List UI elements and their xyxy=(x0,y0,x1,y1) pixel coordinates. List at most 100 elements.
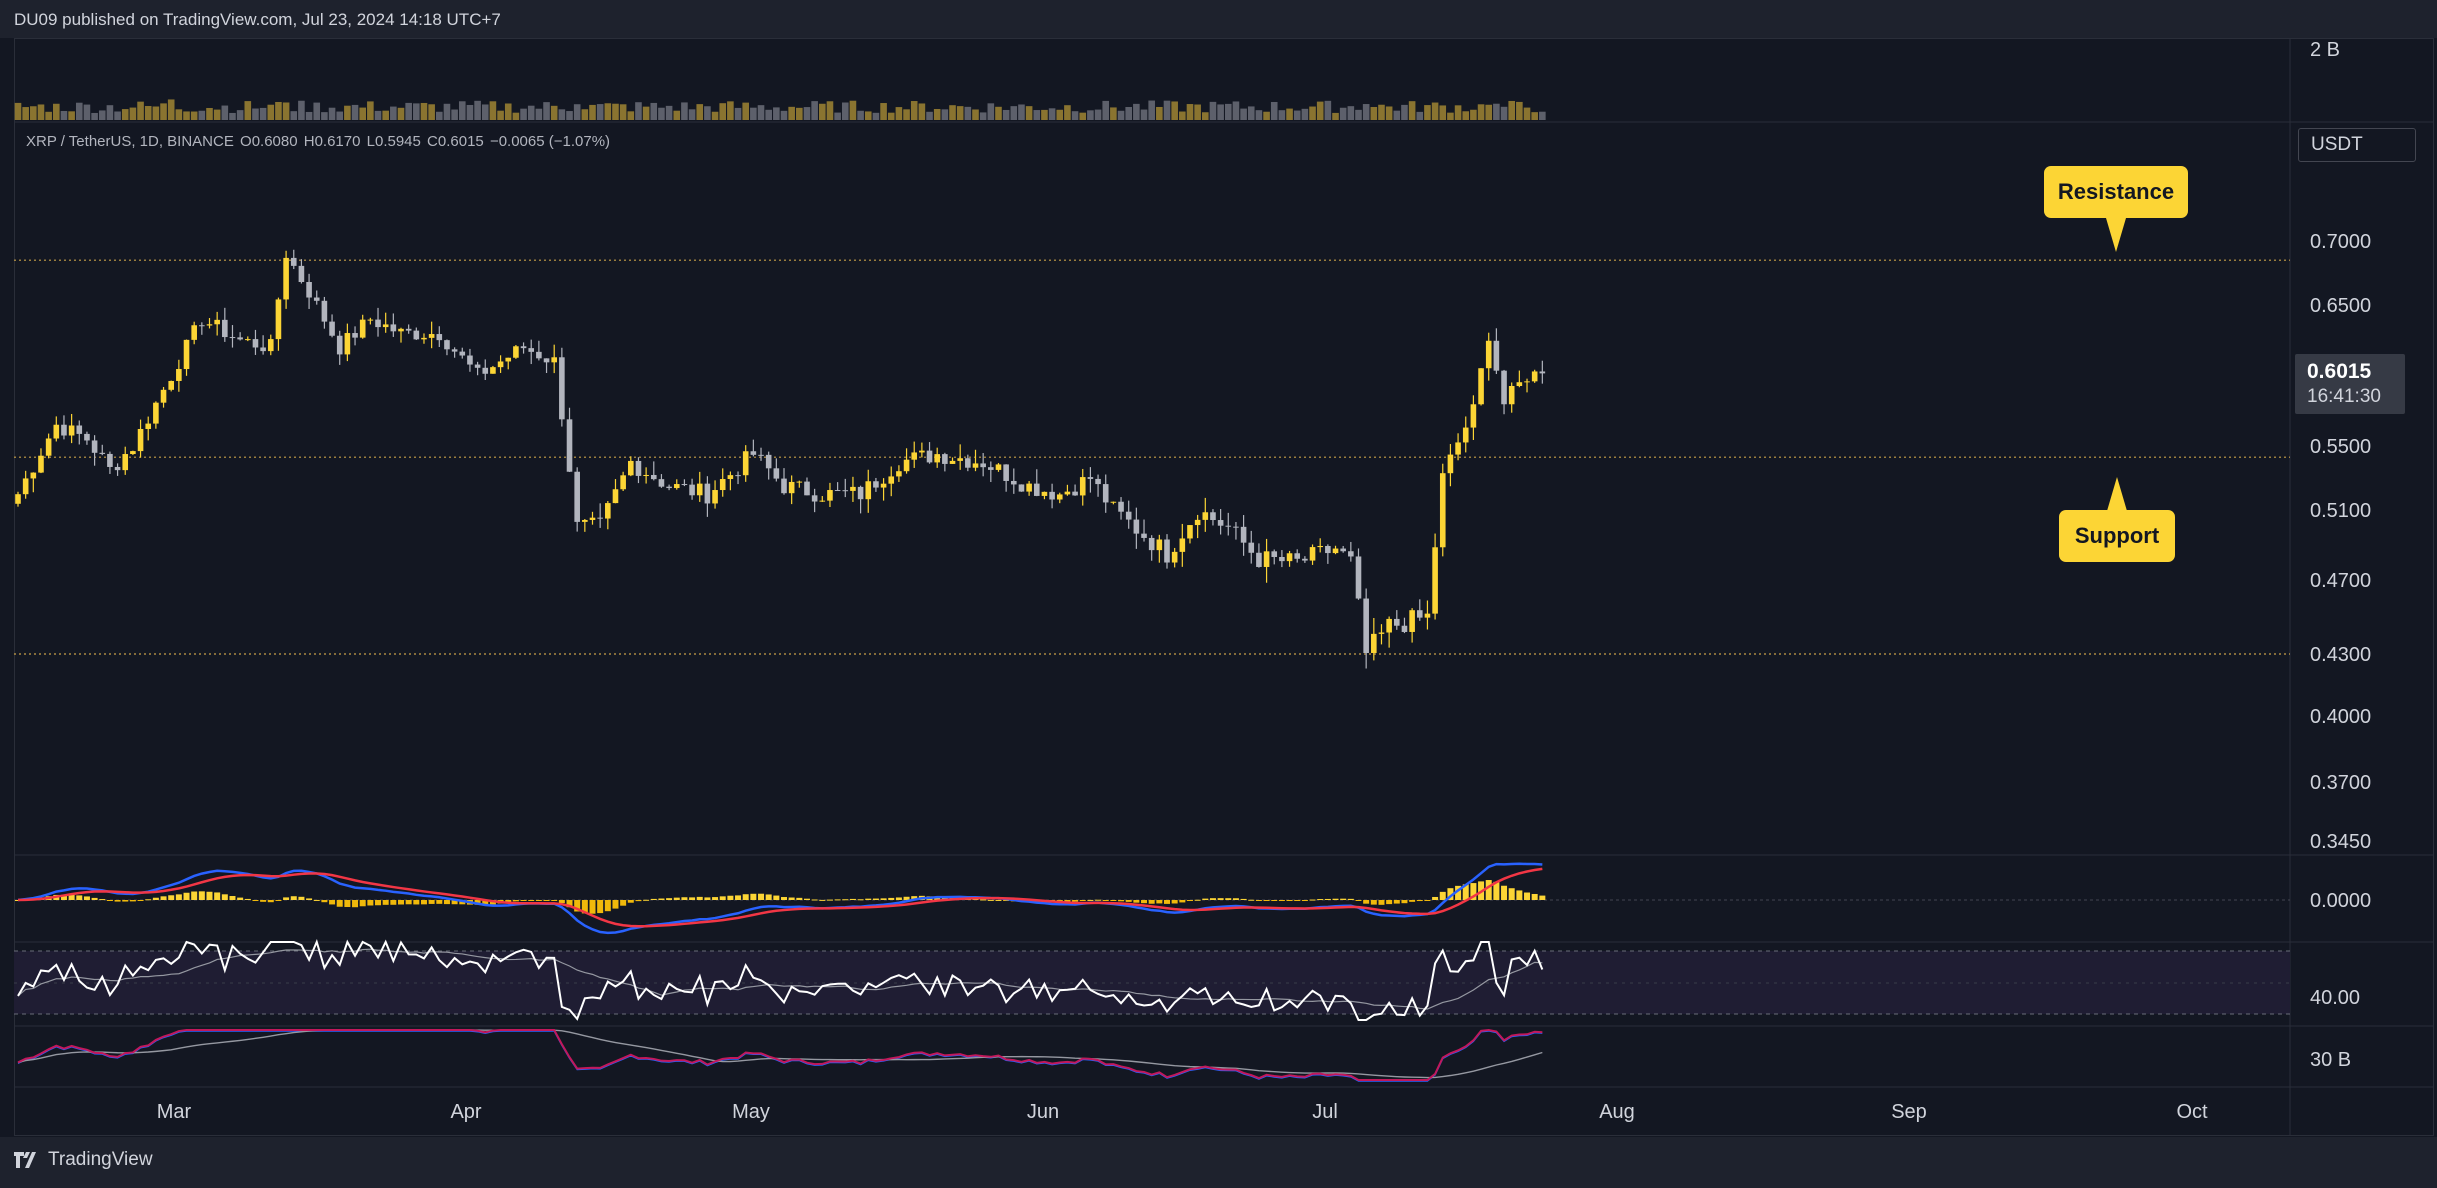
volume-bar xyxy=(619,104,627,120)
volume-bar xyxy=(14,102,22,120)
candle xyxy=(336,330,343,365)
candle xyxy=(827,482,833,508)
volume-bar xyxy=(30,106,37,120)
macd-histogram-bar xyxy=(712,897,719,900)
candle xyxy=(750,439,757,457)
candle-body xyxy=(1286,553,1293,562)
candle-body xyxy=(15,494,21,504)
price-chart[interactable]: 0.7000 0.6500 0.5500 0.5100 0.4700 0.4300 0.40… xyxy=(0,0,2437,1137)
volume-bar xyxy=(1171,101,1178,120)
macd-histogram-bar xyxy=(451,900,458,905)
macd-histogram-bar xyxy=(1309,899,1316,901)
candle xyxy=(1493,328,1500,375)
candle-body xyxy=(942,454,948,464)
volume-bar xyxy=(22,107,29,120)
volume-bar xyxy=(359,107,366,120)
volume-bar xyxy=(956,106,964,120)
candle-body xyxy=(704,483,711,504)
candle-body xyxy=(827,490,833,501)
time-tick-label: Apr xyxy=(450,1101,481,1123)
volume-bar xyxy=(750,107,757,120)
candle xyxy=(988,461,994,483)
candle xyxy=(1447,444,1454,487)
volume-bar xyxy=(167,99,175,120)
candle xyxy=(1286,550,1293,567)
candle-body xyxy=(367,319,374,321)
candle xyxy=(84,431,90,445)
macd-histogram-bar xyxy=(1317,899,1324,901)
currency-selector[interactable]: USDT xyxy=(2298,128,2416,162)
macd-histogram-bar xyxy=(60,894,67,900)
tradingview-brand[interactable]: TradingView xyxy=(14,1149,153,1171)
macd-pane xyxy=(14,862,2290,935)
macd-histogram-bar xyxy=(129,900,136,902)
macd-histogram-bar xyxy=(1118,900,1125,902)
macd-histogram-bar xyxy=(443,900,450,905)
volume-bar xyxy=(688,109,696,120)
volume-bar xyxy=(995,106,1002,120)
macd-histogram-bar xyxy=(1179,900,1186,903)
candle-body xyxy=(1056,494,1063,500)
candle-body xyxy=(1524,381,1530,383)
price-tick-label: 0.3450 xyxy=(2310,831,2371,853)
volume-bar xyxy=(1117,110,1125,120)
candle xyxy=(1179,523,1186,567)
candle-body xyxy=(1256,552,1262,567)
volume-bar xyxy=(841,102,849,120)
candle-body xyxy=(1125,511,1132,520)
candle xyxy=(267,334,274,356)
candle xyxy=(1371,617,1377,661)
chart-frame[interactable] xyxy=(14,38,2434,1136)
macd-histogram-bar xyxy=(145,899,152,901)
volume-bar xyxy=(1255,110,1263,120)
macd-histogram-bar xyxy=(995,899,1002,901)
macd-histogram-bar xyxy=(321,900,328,903)
volume-bar xyxy=(1401,104,1408,120)
volume-bar xyxy=(282,102,290,120)
volume-bar xyxy=(1217,104,1224,120)
candle xyxy=(1378,624,1385,645)
candle-body xyxy=(490,367,496,374)
volume-bar xyxy=(290,111,298,120)
candle-body xyxy=(1348,551,1354,557)
candle-body xyxy=(1018,484,1025,492)
time-tick-label: Mar xyxy=(157,1101,192,1123)
macd-histogram-bar xyxy=(114,900,121,902)
macd-histogram-bar xyxy=(290,896,297,900)
candle xyxy=(99,444,106,456)
candle-body xyxy=(1371,633,1377,653)
candle xyxy=(1531,369,1538,383)
macd-histogram-bar xyxy=(1401,900,1408,904)
volume-bar xyxy=(1125,107,1132,120)
candle-body xyxy=(559,357,565,420)
volume-bar xyxy=(229,112,236,120)
macd-histogram-bar xyxy=(1462,884,1469,900)
volume-bar xyxy=(144,106,152,120)
candle-body xyxy=(650,474,657,480)
time-axis[interactable]: Mar Apr May Jun Jul Aug Sep Oct xyxy=(157,1101,2208,1123)
candle xyxy=(1340,546,1346,553)
candle-body xyxy=(290,257,297,266)
volume-bar xyxy=(1094,109,1102,120)
candle-body xyxy=(1033,483,1040,496)
candle-body xyxy=(76,425,83,434)
candle-body xyxy=(222,319,228,338)
candle xyxy=(38,448,44,474)
macd-histogram-bar xyxy=(597,900,604,914)
volume-bar xyxy=(106,105,114,120)
macd-histogram-bar xyxy=(1079,900,1086,901)
candle xyxy=(658,474,665,488)
macd-histogram-bar xyxy=(106,900,113,901)
candle xyxy=(1240,515,1247,556)
volume-bar xyxy=(658,107,665,120)
candle xyxy=(1279,550,1285,568)
volume-bar xyxy=(711,111,719,120)
candle-body xyxy=(313,297,320,301)
volume-bar xyxy=(933,108,941,120)
candle-body xyxy=(1302,558,1308,561)
volume-bar xyxy=(298,100,305,120)
price-axis[interactable]: 0.7000 0.6500 0.5500 0.5100 0.4700 0.4300 0.40… xyxy=(2310,231,2371,853)
candle-body xyxy=(1026,483,1032,492)
candle-body xyxy=(467,355,473,365)
candle xyxy=(1072,484,1078,496)
